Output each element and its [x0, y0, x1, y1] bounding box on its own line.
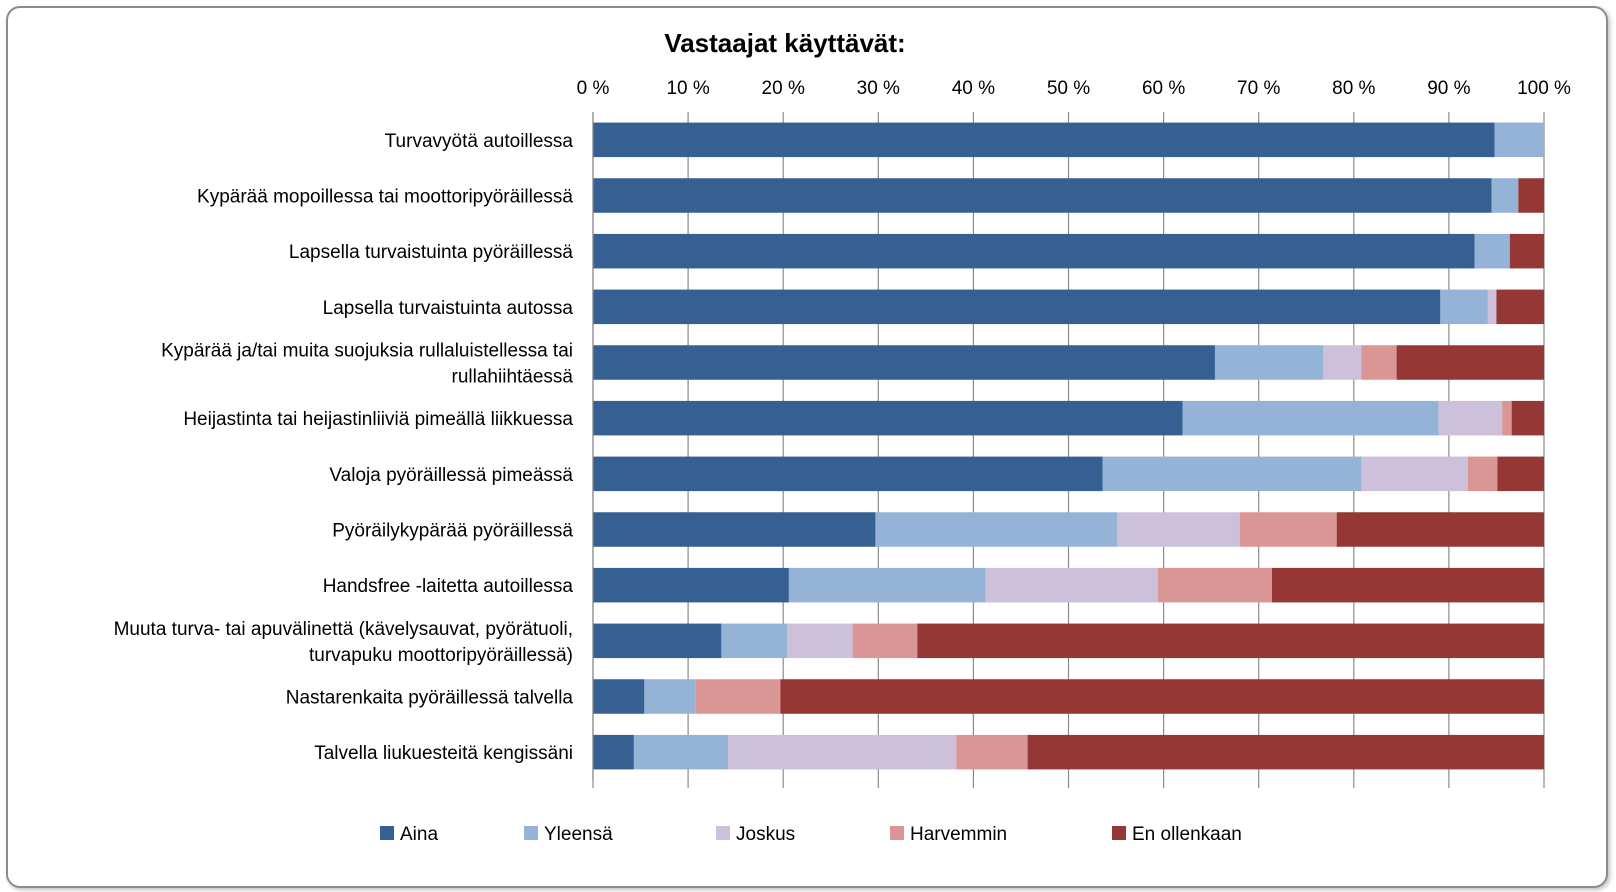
category-label: Lapsella turvaistuinta pyöräillessä — [289, 242, 574, 263]
bar-segment — [593, 567, 789, 603]
legend-swatch — [890, 826, 904, 840]
bar-segment — [1494, 122, 1544, 158]
legend-label: Harvemmin — [910, 824, 1007, 845]
category-label: Heijastinta tai heijastinliiviä pimeällä… — [183, 409, 573, 430]
x-tick-label: 100 % — [1517, 78, 1571, 99]
bar-segment — [1511, 400, 1544, 436]
bar-segment — [593, 233, 1475, 269]
bar-segment — [956, 734, 1028, 770]
bar-segment — [1214, 345, 1324, 380]
bar-segment — [593, 122, 1495, 158]
bar-segment — [1157, 567, 1273, 603]
bar-segment — [695, 679, 781, 714]
category-label: Pyöräilykypärää pyöräillessä — [332, 521, 573, 542]
bar-segment — [1438, 400, 1503, 436]
bar-segment — [1491, 178, 1519, 213]
x-tick-label: 30 % — [857, 78, 900, 99]
legend-swatch — [380, 826, 394, 840]
legend-label: Joskus — [736, 824, 795, 845]
category-label: Lapsella turvaistuinta autossa — [323, 298, 574, 319]
bar-segment — [1496, 289, 1544, 325]
x-tick-label: 40 % — [952, 78, 995, 99]
bar-segment — [1518, 178, 1544, 213]
bars-layer — [593, 122, 1544, 770]
bar-segment — [593, 400, 1183, 436]
bar-segment — [721, 623, 788, 659]
bar-segment — [644, 679, 696, 714]
x-tick-label: 0 % — [577, 78, 610, 99]
bar-segment — [985, 567, 1158, 603]
legend-swatch — [524, 826, 538, 840]
bar-segment — [728, 734, 957, 770]
bar-segment — [780, 679, 1544, 714]
bar-segment — [1361, 345, 1397, 380]
x-tick-label: 80 % — [1332, 78, 1375, 99]
category-label: Handsfree -laitetta autoillessa — [323, 576, 574, 597]
bar-segment — [1474, 233, 1510, 269]
bar-segment — [1336, 512, 1544, 547]
bar-segment — [1323, 345, 1362, 380]
bar-segment — [1117, 512, 1240, 547]
bar-segment — [633, 734, 729, 770]
bar-segment — [1027, 734, 1544, 770]
category-label: Kypärää ja/tai muita suojuksia rullaluis… — [161, 341, 573, 362]
bar-segment — [593, 512, 876, 547]
bar-segment — [593, 289, 1441, 325]
x-tick-label: 20 % — [762, 78, 805, 99]
bar-segment — [787, 623, 853, 659]
category-label: turvapuku moottoripyöräillessä) — [309, 645, 573, 666]
bar-segment — [593, 456, 1103, 492]
legend: Aina Yleensä Joskus Harvemmin En ollenkaan — [380, 824, 1242, 845]
category-label: Valoja pyöräillessä pimeässä — [329, 465, 573, 486]
x-tick-label: 10 % — [666, 78, 709, 99]
bar-segment — [875, 512, 1118, 547]
bar-segment — [1239, 512, 1337, 547]
legend-label: Aina — [400, 824, 438, 845]
category-label: rullahiihtäessä — [452, 367, 574, 388]
axis-layer: 0 % 10 % 20 % 30 % 40 % 50 % 60 % 70 % 80 % 90 % 1… — [577, 78, 1571, 788]
x-tick-label: 50 % — [1047, 78, 1090, 99]
bar-segment — [1396, 345, 1544, 380]
bar-segment — [1272, 567, 1544, 603]
bar-segment — [1502, 400, 1512, 436]
bar-segment — [1102, 456, 1362, 492]
legend-label: En ollenkaan — [1132, 824, 1242, 845]
bar-segment — [852, 623, 918, 659]
bar-segment — [917, 623, 1544, 659]
bar-segment — [788, 567, 986, 603]
category-label: Kypärää mopoillessa tai moottoripyöräill… — [197, 187, 573, 208]
bar-segment — [1361, 456, 1468, 492]
labels-layer: Turvavyötä autoillessa Kypärää mopoilless… — [114, 131, 574, 764]
category-label: Talvella liukuesteitä kengissäni — [314, 743, 573, 764]
legend-label: Yleensä — [544, 824, 613, 845]
bar-segment — [1440, 289, 1488, 325]
category-label: Nastarenkaita pyöräillessä talvella — [286, 688, 574, 709]
legend-swatch — [1112, 826, 1126, 840]
x-tick-label: 90 % — [1427, 78, 1470, 99]
bar-segment — [1182, 400, 1439, 436]
category-label: Turvavyötä autoillessa — [385, 131, 574, 152]
x-tick-label: 70 % — [1237, 78, 1280, 99]
bar-segment — [1467, 456, 1498, 492]
x-tick-label: 60 % — [1142, 78, 1185, 99]
bar-segment — [1509, 233, 1544, 269]
chart-title: Vastaajat käyttävät: — [664, 28, 905, 58]
bar-segment — [593, 679, 645, 714]
bar-segment — [593, 345, 1215, 380]
bar-segment — [593, 623, 722, 659]
category-label: Muuta turva- tai apuvälinettä (kävelysau… — [114, 619, 573, 640]
bar-segment — [1497, 456, 1544, 492]
bar-segment — [593, 178, 1492, 213]
bar-segment — [1487, 289, 1497, 325]
legend-swatch — [716, 826, 730, 840]
bar-segment — [593, 734, 634, 770]
